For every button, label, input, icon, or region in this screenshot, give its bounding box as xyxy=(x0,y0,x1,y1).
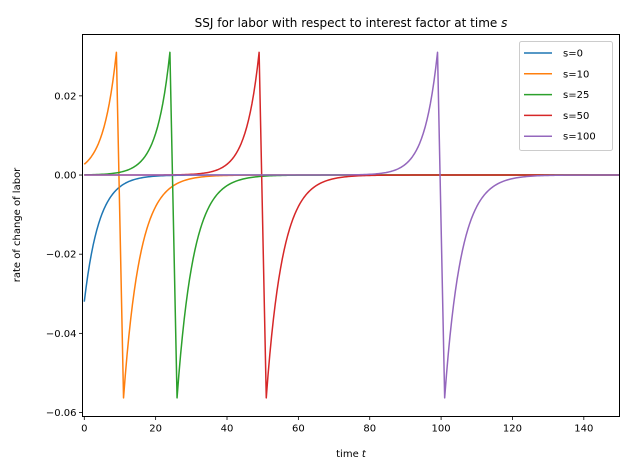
x-tick-label: 40 xyxy=(221,424,234,435)
legend-label: s=100 xyxy=(563,132,596,143)
legend-box xyxy=(519,41,613,151)
y-tick-label: 0.02 xyxy=(54,91,76,102)
x-tick-label: 0 xyxy=(81,424,87,435)
x-tick-label: 120 xyxy=(503,424,522,435)
x-axis-label: time t xyxy=(336,449,367,460)
x-tick-label: 60 xyxy=(292,424,305,435)
legend: s=0 s=10 s=25 s=50 s=100 xyxy=(519,41,613,151)
x-axis-ticks: 0 20 40 60 80 100 120 140 xyxy=(81,416,593,435)
x-tick-label: 140 xyxy=(574,424,593,435)
y-tick-label: 0.00 xyxy=(54,171,76,182)
y-axis-label: rate of change of labor xyxy=(12,167,23,282)
x-tick-label: 100 xyxy=(432,424,451,435)
y-tick-label: −0.06 xyxy=(46,408,77,419)
x-tick-label: 80 xyxy=(363,424,376,435)
legend-label: s=0 xyxy=(563,49,583,60)
chart-title: SSJ for labor with respect to interest f… xyxy=(195,16,508,30)
legend-label: s=10 xyxy=(563,69,589,80)
y-tick-label: −0.04 xyxy=(46,329,77,340)
legend-label: s=50 xyxy=(563,111,589,122)
x-tick-label: 20 xyxy=(149,424,162,435)
series-line-s-100 xyxy=(84,51,620,399)
y-axis-ticks: 0.02 0.00 −0.02 −0.04 −0.06 xyxy=(46,91,83,419)
plot-lines xyxy=(83,51,620,399)
axes-frame xyxy=(82,34,620,417)
legend-label: s=25 xyxy=(563,90,589,101)
y-tick-label: −0.02 xyxy=(46,250,77,261)
